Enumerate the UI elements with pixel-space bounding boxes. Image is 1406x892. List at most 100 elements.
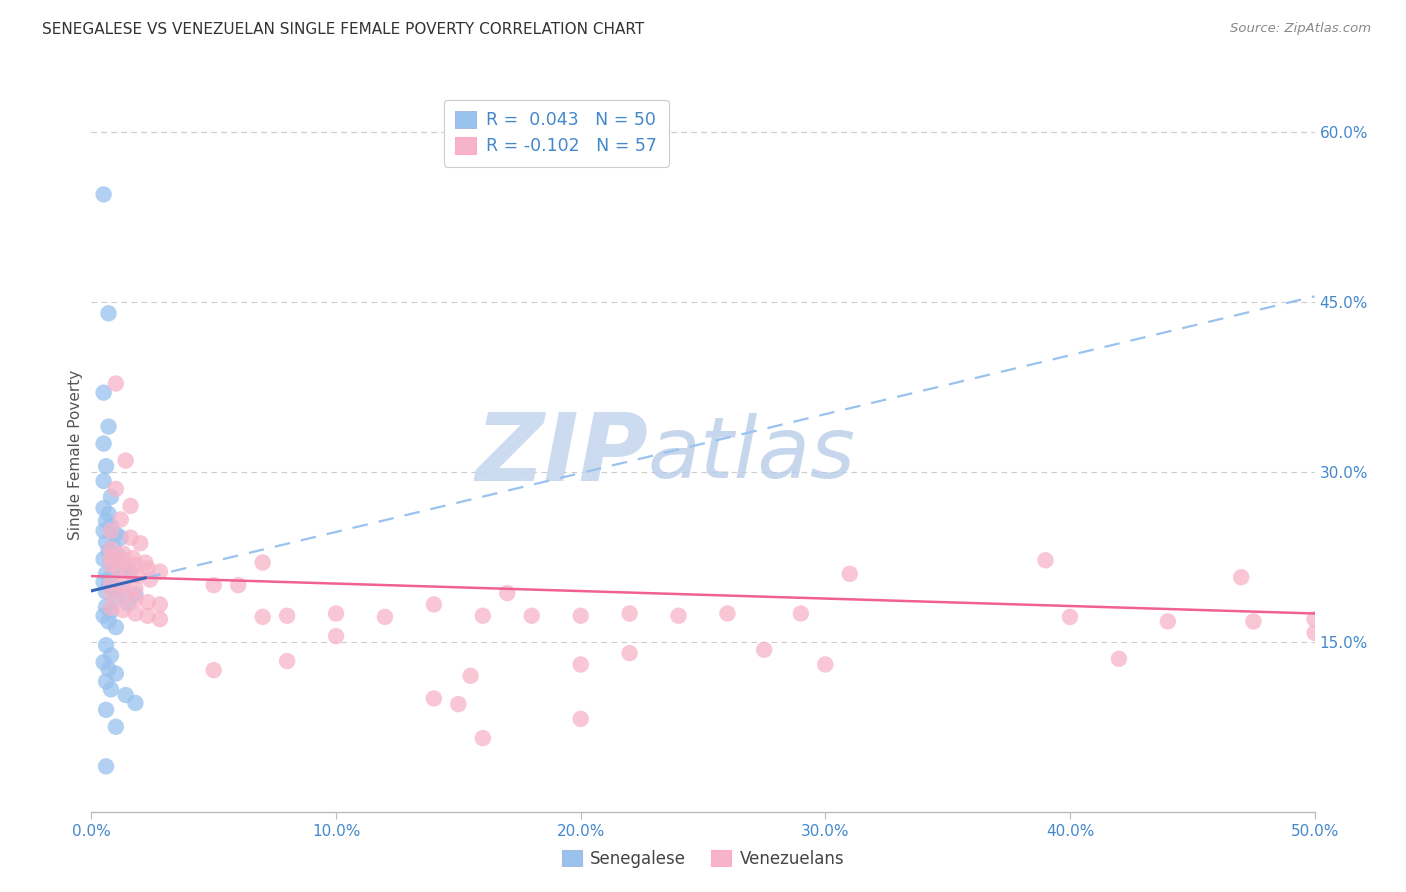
Point [423, 598, 446, 612]
Point [149, 598, 172, 612]
Point [423, 691, 446, 706]
Point [112, 562, 135, 576]
Point [104, 482, 127, 496]
Point [103, 540, 125, 554]
Point [104, 376, 127, 391]
Point [112, 578, 135, 592]
Point [104, 591, 127, 606]
Point [1035, 553, 1057, 567]
Point [100, 558, 122, 572]
Point [252, 610, 274, 624]
Text: atlas: atlas [648, 413, 856, 497]
Point [252, 556, 274, 570]
Point [460, 669, 482, 683]
Point [374, 610, 396, 624]
Point [104, 620, 127, 634]
Point [127, 569, 149, 583]
Point [100, 586, 122, 600]
Point [100, 575, 122, 590]
Point [325, 607, 347, 621]
Point [93, 436, 115, 450]
Point [124, 587, 146, 601]
Point [100, 490, 122, 504]
Point [619, 646, 641, 660]
Point [136, 595, 159, 609]
Point [97, 615, 120, 629]
Point [100, 570, 122, 584]
Point [122, 551, 145, 566]
Point [226, 578, 249, 592]
Point [124, 607, 146, 621]
Point [104, 720, 127, 734]
Point [100, 519, 122, 533]
Point [93, 552, 115, 566]
Point [112, 553, 135, 567]
Text: Source: ZipAtlas.com: Source: ZipAtlas.com [1230, 22, 1371, 36]
Point [325, 629, 347, 643]
Point [754, 642, 776, 657]
Point [100, 682, 122, 697]
Point [124, 558, 146, 572]
Point [471, 608, 494, 623]
Point [1230, 570, 1253, 584]
Point [104, 558, 127, 573]
Point [129, 536, 152, 550]
Point [569, 712, 592, 726]
Point [114, 688, 136, 702]
Point [100, 600, 122, 615]
Point [100, 648, 122, 663]
Point [124, 696, 146, 710]
Point [94, 535, 117, 549]
Point [93, 385, 115, 400]
Point [110, 582, 132, 596]
Point [120, 499, 142, 513]
Point [93, 501, 115, 516]
Point [100, 604, 122, 618]
Point [716, 607, 738, 621]
Point [94, 459, 117, 474]
Point [104, 527, 127, 541]
Point [471, 731, 494, 745]
Point [202, 663, 225, 677]
Point [100, 541, 122, 556]
Text: ZIP: ZIP [475, 409, 648, 501]
Point [120, 531, 142, 545]
Point [569, 657, 592, 672]
Legend: Senegalese, Venezuelans: Senegalese, Venezuelans [555, 844, 851, 875]
Point [94, 514, 117, 528]
Point [93, 474, 115, 488]
Point [619, 607, 641, 621]
Point [94, 599, 117, 614]
Point [136, 561, 159, 575]
Point [1059, 610, 1081, 624]
Point [112, 546, 135, 560]
Point [520, 608, 543, 623]
Point [94, 585, 117, 599]
Point [838, 566, 860, 581]
Point [1243, 615, 1265, 629]
Point [117, 596, 139, 610]
Point [136, 608, 159, 623]
Point [93, 524, 115, 538]
Point [120, 565, 142, 579]
Point [93, 187, 115, 202]
Point [110, 512, 132, 526]
Point [97, 507, 120, 521]
Point [124, 582, 146, 596]
Point [97, 419, 120, 434]
Point [107, 549, 129, 563]
Point [1303, 612, 1326, 626]
Point [202, 578, 225, 592]
Point [117, 565, 139, 579]
Point [94, 703, 117, 717]
Point [134, 556, 156, 570]
Point [94, 638, 117, 652]
Point [1303, 625, 1326, 640]
Point [276, 654, 298, 668]
Y-axis label: Single Female Poverty: Single Female Poverty [67, 370, 83, 540]
Point [94, 674, 117, 689]
Point [1108, 652, 1130, 666]
Point [93, 574, 115, 589]
Point [94, 759, 117, 773]
Point [447, 697, 470, 711]
